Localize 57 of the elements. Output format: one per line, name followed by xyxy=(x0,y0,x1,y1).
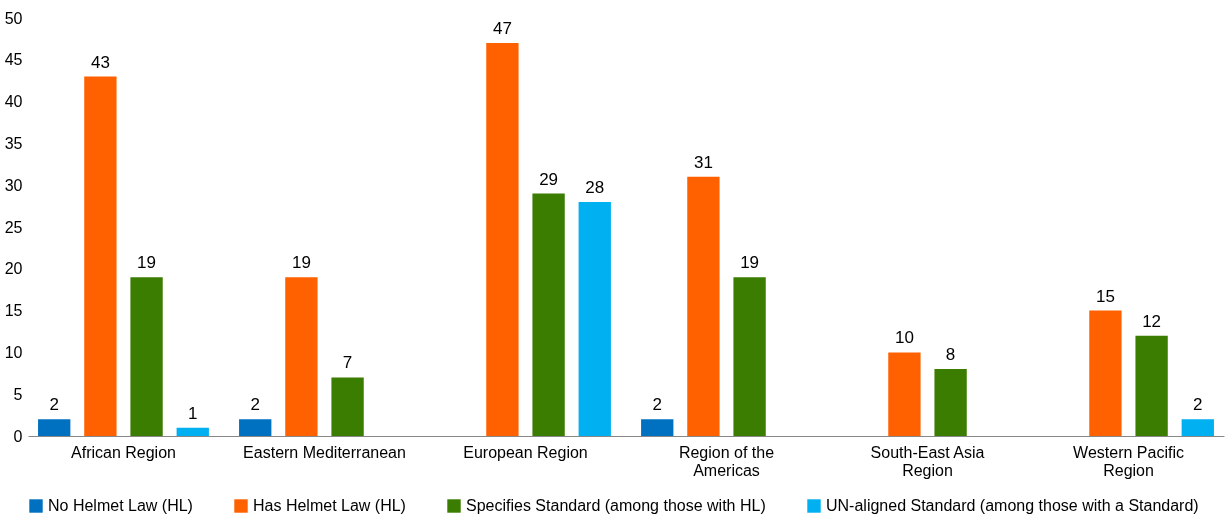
bar xyxy=(1181,419,1214,436)
y-tick-label: 20 xyxy=(4,260,23,278)
x-tick-label: Western Pacific Region xyxy=(1073,443,1184,479)
x-tick-label: South-East Asia Region xyxy=(870,443,985,479)
legend-label: Has Helmet Law (HL) xyxy=(253,497,406,514)
y-tick-label: 30 xyxy=(4,176,23,194)
data-label: 10 xyxy=(894,328,914,348)
x-tick-label: Region of the Americas xyxy=(678,443,775,479)
data-label: 2 xyxy=(652,395,662,415)
bar xyxy=(38,419,71,436)
y-tick-label: 0 xyxy=(13,427,23,445)
data-label: 29 xyxy=(539,169,559,189)
bar xyxy=(733,277,766,436)
bar xyxy=(934,369,967,436)
data-label: 43 xyxy=(90,52,110,72)
data-label: 19 xyxy=(291,253,311,273)
bar xyxy=(641,419,674,436)
data-label: 12 xyxy=(1142,311,1162,331)
y-tick-label: 40 xyxy=(4,93,23,111)
data-label: 1 xyxy=(188,403,198,423)
data-label: 19 xyxy=(740,253,760,273)
data-label: 7 xyxy=(342,353,353,373)
bar xyxy=(176,427,209,436)
data-label: 31 xyxy=(693,152,713,172)
data-label: 15 xyxy=(1095,286,1115,306)
data-label: 2 xyxy=(250,395,260,415)
bar xyxy=(888,352,921,436)
y-tick-label: 50 xyxy=(4,9,23,27)
bar xyxy=(1089,310,1122,436)
y-tick-label: 10 xyxy=(4,343,23,361)
bar xyxy=(84,76,117,436)
data-label: 2 xyxy=(49,395,59,415)
y-tick-label: 45 xyxy=(4,51,23,69)
y-tick-label: 15 xyxy=(4,302,23,320)
legend-label: UN-aligned Standard (among those with a Standard) xyxy=(826,497,1199,514)
bar xyxy=(687,176,720,436)
bar xyxy=(578,201,611,436)
bar xyxy=(532,193,565,436)
bar xyxy=(130,277,163,436)
x-tick-label: African Region xyxy=(71,443,176,461)
bar xyxy=(486,43,519,436)
legend-label: Specifies Standard (among those with HL) xyxy=(466,497,766,514)
y-tick-label: 25 xyxy=(4,218,23,236)
data-label: 8 xyxy=(945,345,956,365)
bar xyxy=(285,277,318,436)
x-tick-label: Eastern Mediterranean xyxy=(243,443,406,461)
data-label: 2 xyxy=(1193,395,1203,415)
y-tick-label: 35 xyxy=(4,134,23,152)
data-label: 28 xyxy=(585,177,605,197)
data-label: 47 xyxy=(492,19,512,39)
x-tick-label: European Region xyxy=(463,443,588,461)
bar xyxy=(1135,335,1168,436)
y-tick-label: 5 xyxy=(13,385,23,403)
bar xyxy=(239,419,272,436)
data-label: 19 xyxy=(137,253,157,273)
bar xyxy=(331,377,364,436)
legend-label: No Helmet Law (HL) xyxy=(48,497,193,514)
